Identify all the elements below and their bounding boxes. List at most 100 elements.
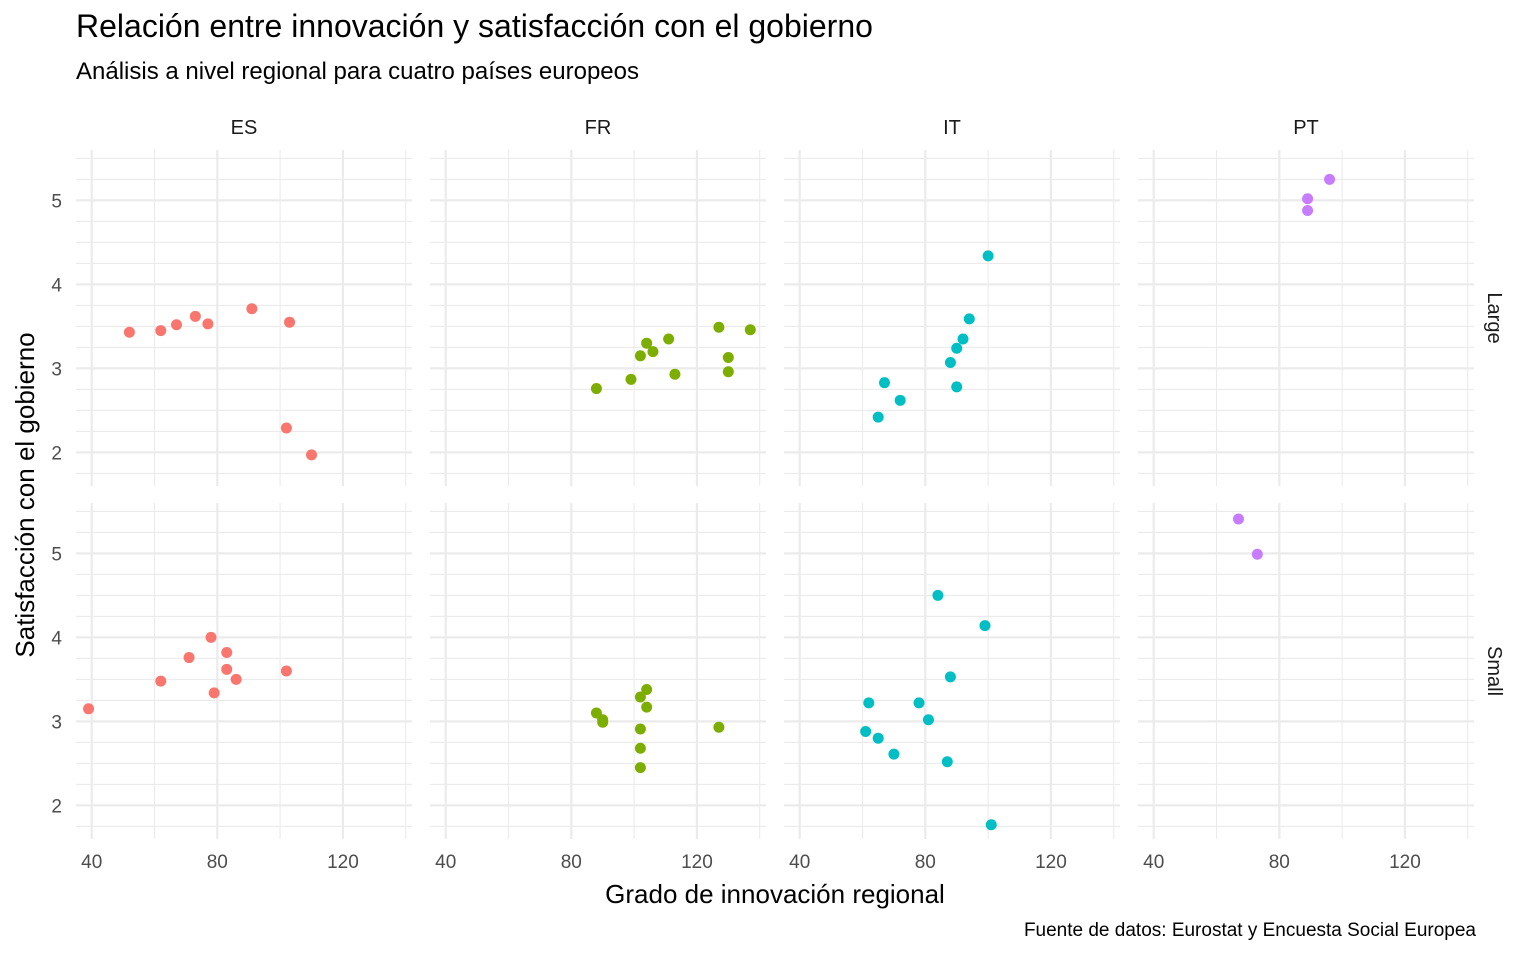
data-point-es-small <box>221 663 233 675</box>
x-tick-label: 40 <box>435 852 456 873</box>
data-point-es-small <box>205 631 217 643</box>
x-tick-label: 120 <box>1389 852 1421 873</box>
data-point-fr-large <box>663 333 675 345</box>
facet-label-it: IT <box>943 117 961 139</box>
data-point-it-large <box>982 250 994 262</box>
facet-panel-it-large <box>784 150 1120 486</box>
data-point-it-small <box>922 714 934 726</box>
x-tick-label: 120 <box>1035 852 1067 873</box>
data-point-it-small <box>863 697 875 709</box>
data-point-pt-small <box>1251 548 1263 560</box>
facet-panel-pt-small <box>1138 503 1474 839</box>
x-tick-label: 80 <box>1269 852 1290 873</box>
x-tick-label: 40 <box>81 852 102 873</box>
y-tick-label: 3 <box>51 712 62 733</box>
data-point-pt-small <box>1232 513 1244 525</box>
data-point-es-large <box>123 326 135 338</box>
chart-subtitle: Análisis a nivel regional para cuatro pa… <box>76 58 640 85</box>
data-point-es-large <box>280 422 292 434</box>
data-point-fr-large <box>722 351 734 363</box>
data-point-it-small <box>872 732 884 744</box>
data-point-es-small <box>280 665 292 677</box>
data-point-fr-small <box>641 683 653 695</box>
chart-title: Relación entre innovación y satisfacción… <box>76 8 873 44</box>
data-point-es-small <box>221 647 233 659</box>
y-tick-label: 3 <box>51 359 62 380</box>
data-point-es-small <box>183 652 195 664</box>
data-point-fr-large <box>669 368 681 380</box>
facet-panel-es-large <box>76 150 412 486</box>
facet-label-small: Small <box>1483 646 1505 696</box>
data-point-it-large <box>963 313 975 325</box>
data-point-pt-large <box>1302 204 1314 216</box>
data-point-it-large <box>894 394 906 406</box>
y-tick-label: 5 <box>51 191 62 212</box>
data-point-fr-small <box>634 742 646 754</box>
data-point-es-large <box>189 310 201 322</box>
data-point-es-large <box>246 303 258 315</box>
data-point-fr-large <box>744 324 756 336</box>
facet-label-fr: FR <box>585 117 612 139</box>
data-point-it-small <box>944 671 956 683</box>
facet-panel-es-small <box>76 503 412 839</box>
data-point-pt-large <box>1302 193 1314 205</box>
data-point-fr-large <box>713 321 725 333</box>
data-point-fr-small <box>634 723 646 735</box>
data-point-fr-small <box>634 762 646 774</box>
data-point-it-small <box>985 819 997 831</box>
data-point-es-small <box>83 703 95 715</box>
data-point-it-small <box>913 697 925 709</box>
data-point-es-small <box>208 687 220 699</box>
data-point-fr-small <box>713 721 725 733</box>
x-tick-label: 120 <box>681 852 713 873</box>
facet-panels: ES FR IT PT Large Small 2 3 4 5 2 3 4 5 40 80 120 40 80 120… <box>51 117 1505 873</box>
facet-panel-pt-large <box>1138 150 1474 486</box>
data-point-it-small <box>932 589 944 601</box>
data-point-es-large <box>284 316 296 328</box>
data-point-fr-small <box>634 691 646 703</box>
data-point-fr-large <box>722 366 734 378</box>
data-point-it-small <box>979 620 991 632</box>
data-point-es-large <box>202 318 214 330</box>
data-point-it-small <box>941 756 953 768</box>
facet-label-pt: PT <box>1293 117 1319 139</box>
data-point-it-large <box>951 342 963 354</box>
data-point-fr-large <box>634 350 646 362</box>
data-point-fr-large <box>590 383 602 395</box>
x-tick-label: 80 <box>915 852 936 873</box>
data-point-it-large <box>872 411 884 423</box>
x-axis-title: Grado de innovación regional <box>605 879 945 909</box>
data-point-es-large <box>155 325 167 337</box>
data-point-fr-small <box>597 716 609 728</box>
data-point-pt-large <box>1324 173 1336 185</box>
data-point-it-small <box>888 748 900 760</box>
facet-panel-fr-small <box>430 503 766 839</box>
data-point-fr-large <box>625 373 637 385</box>
x-tick-label: 80 <box>561 852 582 873</box>
y-tick-label: 4 <box>51 628 62 649</box>
data-point-fr-large <box>647 346 659 358</box>
data-point-it-large <box>878 377 890 389</box>
y-tick-label: 2 <box>51 796 62 817</box>
x-tick-label: 40 <box>789 852 810 873</box>
data-point-it-large <box>957 333 969 345</box>
facet-panel-fr-large <box>430 150 766 486</box>
x-tick-label: 40 <box>1143 852 1164 873</box>
data-point-it-large <box>951 381 963 393</box>
facet-panel-it-small <box>784 503 1120 839</box>
data-point-es-large <box>170 319 182 331</box>
facet-label-large: Large <box>1483 292 1505 343</box>
y-tick-label: 5 <box>51 544 62 565</box>
data-point-es-large <box>306 449 318 461</box>
data-point-es-small <box>155 675 167 687</box>
y-axis-title: Satisfacción con el gobierno <box>10 332 40 657</box>
y-tick-label: 4 <box>51 275 62 296</box>
data-point-es-small <box>230 673 242 685</box>
data-point-it-large <box>944 357 956 369</box>
facet-label-es: ES <box>231 117 258 139</box>
x-tick-label: 80 <box>207 852 228 873</box>
y-tick-label: 2 <box>51 443 62 464</box>
chart-caption: Fuente de datos: Eurostat y Encuesta Soc… <box>1023 920 1476 941</box>
data-point-fr-small <box>641 701 653 713</box>
